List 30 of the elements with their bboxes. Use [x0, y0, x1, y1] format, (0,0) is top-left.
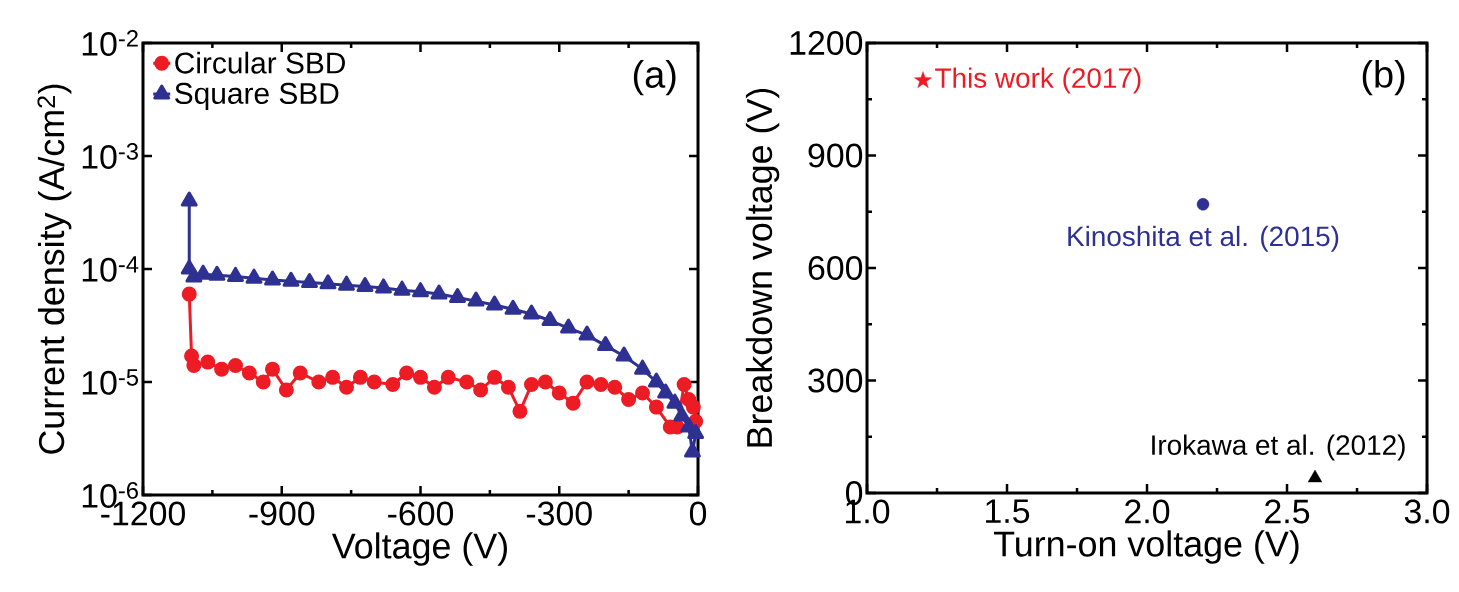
- point: [1307, 469, 1323, 483]
- x-tick-label: 2.5: [1265, 499, 1310, 524]
- annotation: This work (2017): [935, 67, 1141, 94]
- annotation: Irokawa et al. (2012): [1152, 434, 1405, 461]
- x-tick-label: -300: [526, 501, 592, 526]
- y-axis-title: Current density (A/cm$^{2}$): [37, 84, 72, 454]
- annotation: (b): [1362, 60, 1405, 96]
- legend-label: Circular SBD: [175, 51, 345, 74]
- y-tick-label: 10$^{-3}$: [82, 143, 138, 169]
- x-axis-title: Turn-on voltage (V): [994, 530, 1299, 564]
- x-tick-label: 2.0: [1125, 499, 1170, 524]
- x-tick-label: -900: [249, 501, 315, 526]
- y-tick-label: 300: [808, 368, 863, 393]
- y-tick-label: 10$^{-2}$: [82, 30, 138, 56]
- y-tick-label: 10$^{-5}$: [82, 369, 138, 395]
- y-tick-label: 10$^{-4}$: [82, 256, 139, 282]
- y-tick-label: 900: [808, 143, 863, 168]
- x-tick-label: 0: [689, 501, 707, 526]
- point: [914, 71, 932, 88]
- legend-label: Square SBD: [175, 82, 339, 110]
- y-tick-label: 600: [808, 256, 863, 280]
- x-tick-label: 1.5: [986, 499, 1030, 524]
- x-tick-label: -600: [388, 501, 454, 526]
- annotation: Kinoshita et al. (2015): [1068, 225, 1339, 252]
- y-axis-title: Breakdown voltage (V): [745, 88, 780, 447]
- annotation: (a): [633, 60, 676, 96]
- x-axis-title: Voltage (V): [331, 532, 507, 566]
- point: [1196, 198, 1210, 211]
- x-tick-label: 3.0: [1404, 499, 1450, 524]
- y-tick-label: 1200: [790, 31, 863, 55]
